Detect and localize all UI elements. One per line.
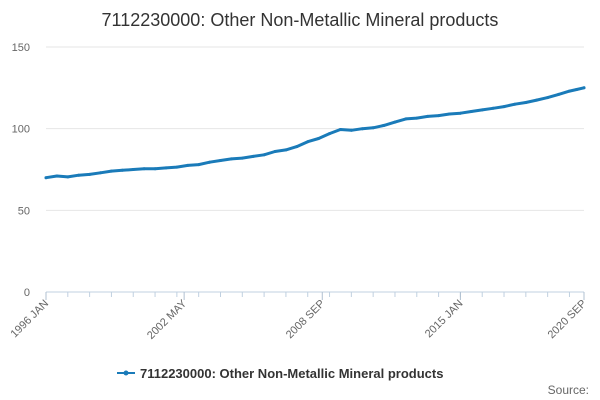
data-point: [55, 174, 59, 178]
data-point: [524, 101, 528, 104]
x-tick-label: 2020 SEP: [546, 298, 590, 342]
data-point: [404, 117, 408, 121]
data-point: [175, 165, 179, 169]
data-point: [535, 98, 539, 102]
series-group: [44, 86, 586, 180]
y-tick-label: 100: [12, 124, 30, 136]
data-point: [77, 173, 81, 177]
data-point: [131, 168, 135, 171]
data-point: [240, 156, 244, 160]
data-point: [229, 157, 233, 161]
x-tick-label: 2015 JAN: [423, 298, 466, 341]
data-point: [317, 137, 321, 140]
data-point: [153, 167, 157, 171]
source-label: Source:: [548, 383, 589, 397]
legend-label: 7112230000: Other Non-Metallic Mineral p…: [140, 366, 443, 381]
data-point: [109, 169, 113, 173]
data-point: [142, 167, 146, 171]
y-axis: 0 50 100 150: [12, 42, 30, 299]
data-point: [338, 128, 342, 131]
data-point: [415, 116, 419, 120]
data-point: [120, 168, 124, 172]
data-point: [469, 110, 473, 113]
data-point: [437, 114, 441, 118]
data-point: [426, 114, 430, 118]
data-point: [219, 159, 222, 162]
data-point: [513, 102, 517, 106]
data-point: [295, 145, 299, 149]
data-point: [582, 86, 586, 90]
y-tick-label: 150: [12, 42, 30, 54]
data-point: [328, 132, 331, 136]
data-point: [371, 126, 375, 130]
data-point: [44, 176, 48, 180]
data-point: [360, 127, 364, 131]
chart-title: 7112230000: Other Non-Metallic Mineral p…: [102, 10, 499, 30]
data-point: [164, 166, 168, 170]
data-point: [546, 96, 550, 100]
x-tick-label: 2008 SEP: [284, 298, 328, 342]
data-point: [491, 106, 495, 110]
data-point: [186, 163, 190, 167]
data-point: [88, 172, 92, 176]
legend-marker: [123, 370, 129, 376]
data-point: [197, 163, 201, 167]
data-point: [458, 111, 462, 115]
legend[interactable]: 7112230000: Other Non-Metallic Mineral p…: [117, 366, 443, 381]
data-point: [480, 108, 484, 112]
x-axis: 1996 JAN 2002 MAY 2008 SEP 2015 JAN 2020 SEP: [8, 291, 590, 342]
data-point: [208, 160, 212, 164]
data-point: [393, 120, 397, 124]
data-point: [382, 123, 386, 127]
data-point: [66, 175, 70, 179]
data-point: [349, 128, 353, 132]
data-point: [448, 112, 451, 116]
gridlines: [46, 46, 584, 211]
data-point: [306, 140, 310, 144]
data-point: [251, 154, 255, 158]
data-point: [262, 153, 266, 157]
data-point: [99, 171, 102, 175]
series-line: [44, 86, 586, 180]
x-tick-label: 1996 JAN: [8, 298, 51, 341]
data-point: [284, 148, 288, 152]
data-point: [273, 150, 277, 153]
data-point: [557, 92, 561, 96]
data-point: [502, 105, 506, 109]
y-tick-label: 0: [24, 287, 30, 299]
data-point: [575, 88, 579, 91]
data-point: [568, 89, 571, 93]
x-tick-label: 2002 MAY: [145, 297, 190, 342]
y-tick-label: 50: [18, 205, 30, 217]
